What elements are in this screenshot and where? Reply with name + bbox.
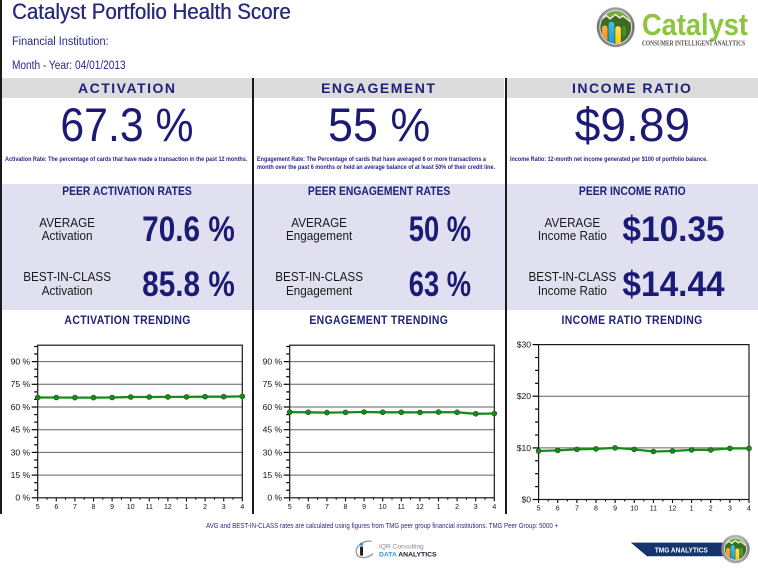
svg-text:12: 12 — [416, 504, 424, 511]
svg-text:10: 10 — [127, 504, 135, 511]
svg-text:9: 9 — [613, 506, 617, 513]
svg-text:4: 4 — [492, 504, 496, 511]
svg-text:IQR Consulting: IQR Consulting — [379, 544, 424, 551]
svg-text:0 %: 0 % — [267, 493, 282, 503]
svg-text:8: 8 — [92, 504, 96, 511]
svg-text:TMG ANALYTICS: TMG ANALYTICS — [655, 545, 708, 554]
svg-text:30 %: 30 % — [11, 447, 31, 457]
svg-text:11: 11 — [146, 504, 153, 511]
svg-text:$20: $20 — [516, 391, 531, 401]
svg-text:10: 10 — [630, 506, 638, 513]
svg-text:5: 5 — [36, 504, 40, 511]
svg-text:$10: $10 — [516, 443, 531, 453]
svg-text:0 %: 0 % — [15, 493, 30, 503]
svg-text:75 %: 75 % — [11, 379, 31, 389]
svg-text:1: 1 — [689, 506, 693, 513]
svg-text:$0: $0 — [521, 494, 531, 504]
svg-text:11: 11 — [397, 504, 404, 511]
svg-text:DATA ANALYTICS: DATA ANALYTICS — [379, 552, 437, 559]
svg-text:1: 1 — [436, 504, 440, 511]
svg-text:7: 7 — [574, 506, 578, 513]
svg-text:2: 2 — [203, 504, 207, 511]
svg-text:1: 1 — [185, 504, 189, 511]
svg-text:9: 9 — [362, 504, 366, 511]
svg-text:5: 5 — [287, 504, 291, 511]
svg-text:60 %: 60 % — [11, 402, 31, 412]
svg-text:75 %: 75 % — [262, 379, 282, 389]
svg-text:2: 2 — [455, 504, 459, 511]
svg-text:45 %: 45 % — [11, 425, 31, 435]
svg-text:90 %: 90 % — [11, 357, 31, 367]
svg-text:7: 7 — [73, 504, 77, 511]
svg-text:3: 3 — [473, 504, 477, 511]
svg-text:5: 5 — [536, 506, 540, 513]
svg-text:CONSUMER INTELLIGENT ANALYTICS: CONSUMER INTELLIGENT ANALYTICS — [642, 41, 745, 48]
svg-text:8: 8 — [343, 504, 347, 511]
svg-text:$30: $30 — [516, 340, 531, 350]
svg-text:6: 6 — [306, 504, 310, 511]
svg-text:45 %: 45 % — [262, 425, 282, 435]
svg-text:30 %: 30 % — [262, 447, 282, 457]
svg-text:10: 10 — [378, 504, 386, 511]
svg-text:60 %: 60 % — [262, 402, 282, 412]
svg-text:11: 11 — [649, 506, 656, 513]
svg-text:6: 6 — [555, 506, 559, 513]
svg-text:90 %: 90 % — [262, 357, 282, 367]
svg-text:7: 7 — [324, 504, 328, 511]
svg-text:6: 6 — [54, 504, 58, 511]
svg-text:3: 3 — [727, 506, 731, 513]
svg-text:Catalyst: Catalyst — [642, 7, 748, 42]
svg-text:12: 12 — [164, 504, 172, 511]
svg-text:12: 12 — [668, 506, 676, 513]
svg-text:4: 4 — [747, 506, 751, 513]
svg-text:9: 9 — [110, 504, 114, 511]
svg-text:15 %: 15 % — [11, 470, 31, 480]
svg-text:3: 3 — [222, 504, 226, 511]
svg-text:15 %: 15 % — [262, 470, 282, 480]
svg-text:2: 2 — [708, 506, 712, 513]
svg-text:4: 4 — [240, 504, 244, 511]
svg-text:8: 8 — [594, 506, 598, 513]
